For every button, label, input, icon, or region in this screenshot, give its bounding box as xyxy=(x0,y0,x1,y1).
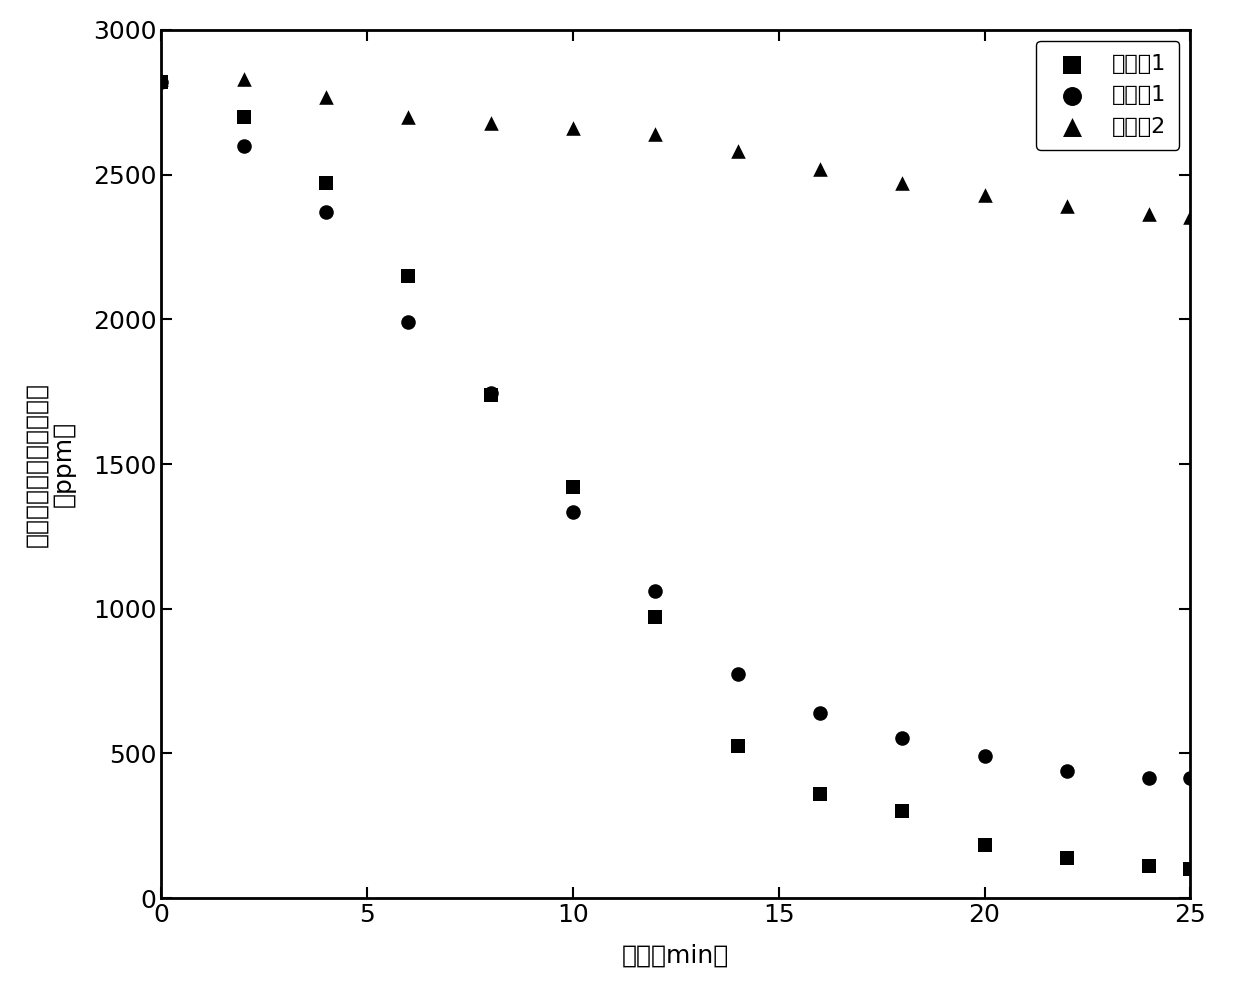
对比例1 xyxy=(151,74,171,90)
对比例1 xyxy=(563,504,583,520)
实施例1 xyxy=(233,109,253,125)
实施例1 xyxy=(1056,849,1076,865)
对比例1 xyxy=(645,584,665,600)
对比例2 xyxy=(316,89,336,105)
对比例2 xyxy=(810,161,830,177)
对比例1 xyxy=(398,314,418,330)
实施例1 xyxy=(810,786,830,802)
实施例1 xyxy=(151,74,171,90)
对比例2 xyxy=(398,109,418,125)
对比例1 xyxy=(481,385,501,401)
对比例1 xyxy=(1056,762,1076,778)
对比例2 xyxy=(645,126,665,142)
实施例1 xyxy=(398,268,418,284)
对比例2 xyxy=(893,176,913,192)
对比例2 xyxy=(481,115,501,131)
Y-axis label: 多环芳香多环芳香烃浓度
（ppm）: 多环芳香多环芳香烃浓度 （ppm） xyxy=(25,381,76,547)
对比例1 xyxy=(233,138,253,154)
X-axis label: 时间（min）: 时间（min） xyxy=(622,944,729,968)
对比例1 xyxy=(893,730,913,746)
实施例1 xyxy=(728,739,748,754)
对比例2 xyxy=(151,71,171,87)
对比例1 xyxy=(810,705,830,721)
对比例2 xyxy=(1056,199,1076,215)
对比例1 xyxy=(975,748,994,764)
对比例1 xyxy=(1180,770,1200,786)
对比例1 xyxy=(316,205,336,221)
对比例1 xyxy=(1140,770,1159,786)
对比例2 xyxy=(975,187,994,203)
实施例1 xyxy=(481,386,501,402)
对比例2 xyxy=(233,71,253,87)
Legend: 实施例1, 对比例1, 对比例2: 实施例1, 对比例1, 对比例2 xyxy=(1037,41,1179,150)
实施例1 xyxy=(645,610,665,626)
对比例2 xyxy=(1180,209,1200,225)
实施例1 xyxy=(316,176,336,192)
实施例1 xyxy=(975,836,994,852)
对比例2 xyxy=(1140,206,1159,222)
实施例1 xyxy=(563,479,583,495)
对比例2 xyxy=(728,144,748,160)
实施例1 xyxy=(893,803,913,819)
实施例1 xyxy=(1180,861,1200,877)
对比例1 xyxy=(728,666,748,682)
实施例1 xyxy=(1140,858,1159,874)
对比例2 xyxy=(563,121,583,137)
